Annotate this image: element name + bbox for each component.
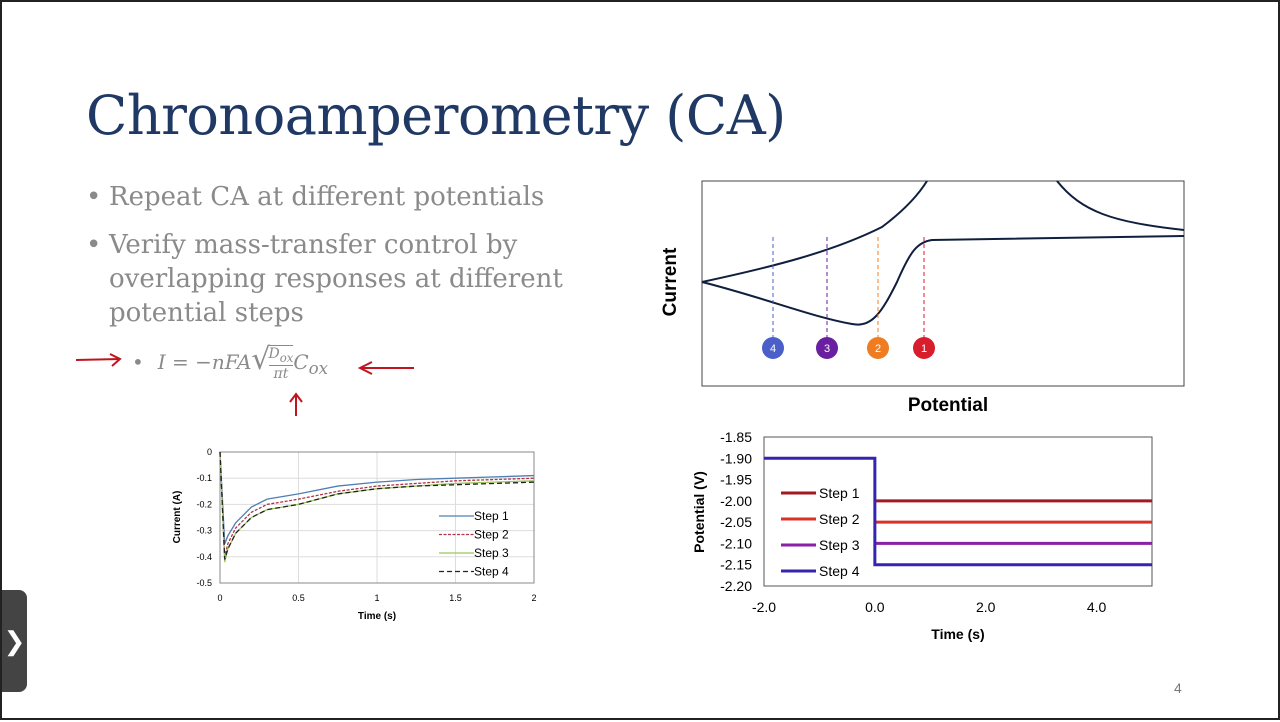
series-line-3 <box>219 451 535 563</box>
current-time-chart: 0 -0.1 -0.2 -0.3 -0.4 -0.5 0 0.5 1 1.5 2 Step 1 Step… <box>172 447 537 622</box>
bullet-1: • Repeat CA at different potentials <box>86 182 545 212</box>
legend-label: Step 1 <box>474 509 509 523</box>
legend-label: Step 1 <box>819 485 860 501</box>
y-tick-label: -1.95 <box>720 472 752 488</box>
y-tick-label: -0.2 <box>196 499 212 509</box>
reverse-peak <box>1056 180 1185 231</box>
x-tick-label: 1.5 <box>449 593 462 603</box>
series-line-1 <box>219 451 535 544</box>
plot-area <box>701 180 1185 387</box>
voltammogram-diagram: 4 3 2 1 Potential Current <box>660 180 1185 416</box>
arrow-up-icon <box>289 392 303 416</box>
x-axis-label: Potential <box>908 395 988 416</box>
plot-area <box>219 451 535 584</box>
y-tick-label: 0 <box>207 447 212 457</box>
legend-label: Step 2 <box>474 528 509 542</box>
x-tick-label: 1 <box>374 593 379 603</box>
arrow-right-icon <box>75 353 122 367</box>
y-tick-label: -0.5 <box>196 578 212 588</box>
legend-label: Step 2 <box>819 511 860 527</box>
legend-label: Step 3 <box>819 537 860 553</box>
y-tick-label: -0.3 <box>196 526 212 536</box>
slide-title: Chronoamperometry (CA) <box>86 84 786 147</box>
potential-step-chart: -1.85 -1.90 -1.95 -2.00 -2.05 -2.10 -2.15 -2.20… <box>691 429 1153 642</box>
y-axis-label: Current <box>660 247 681 316</box>
forward-scan-upper <box>701 180 928 283</box>
marker-label: 4 <box>770 343 776 355</box>
legend-label: Step 4 <box>474 565 509 579</box>
y-tick-label: -2.15 <box>720 557 752 573</box>
x-axis-label: Time (s) <box>931 626 984 642</box>
marker-label: 2 <box>875 343 881 355</box>
chevron-right-icon: ❯ <box>3 625 26 656</box>
y-axis-label: Current (A) <box>172 491 183 544</box>
x-tick-label: 4.0 <box>1087 599 1107 615</box>
bullet-2: • Verify mass-transfer control by overlap… <box>86 230 563 328</box>
x-tick-label: 2.0 <box>976 599 996 615</box>
x-tick-label: 0 <box>217 593 222 603</box>
slide-nav-tab[interactable]: ❯ <box>2 590 27 692</box>
y-tick-label: -2.00 <box>720 493 752 509</box>
series-line-4 <box>764 456 1152 567</box>
marker-circle <box>913 337 935 359</box>
y-tick-label: -2.20 <box>720 578 752 594</box>
equation: • I = −nFA√ Dox πt Cox <box>132 342 329 382</box>
x-tick-label: -2.0 <box>752 599 776 615</box>
y-axis-label: Potential (V) <box>691 471 707 553</box>
y-tick-label: -2.05 <box>720 514 752 530</box>
x-axis-label: Time (s) <box>358 611 396 622</box>
marker-circle <box>867 337 889 359</box>
marker-label: 1 <box>921 343 927 355</box>
series-line-2 <box>219 451 535 557</box>
marker-circle <box>816 337 838 359</box>
legend-label: Step 3 <box>474 546 509 560</box>
legend-label: Step 4 <box>819 563 860 579</box>
y-tick-label: -0.1 <box>196 473 212 483</box>
forward-scan-lower <box>701 235 1185 326</box>
y-tick-label: -1.85 <box>720 429 752 445</box>
y-tick-label: -1.90 <box>720 450 752 466</box>
plot-area <box>763 436 1153 587</box>
x-tick-label: 0.0 <box>865 599 885 615</box>
y-tick-label: -0.4 <box>196 552 212 562</box>
marker-circle <box>762 337 784 359</box>
x-tick-label: 2 <box>531 593 536 603</box>
y-tick-label: -2.10 <box>720 535 752 551</box>
x-tick-label: 0.5 <box>292 593 305 603</box>
marker-label: 3 <box>824 343 830 355</box>
arrow-left-icon <box>357 361 414 375</box>
page-number: 4 <box>1174 680 1182 696</box>
